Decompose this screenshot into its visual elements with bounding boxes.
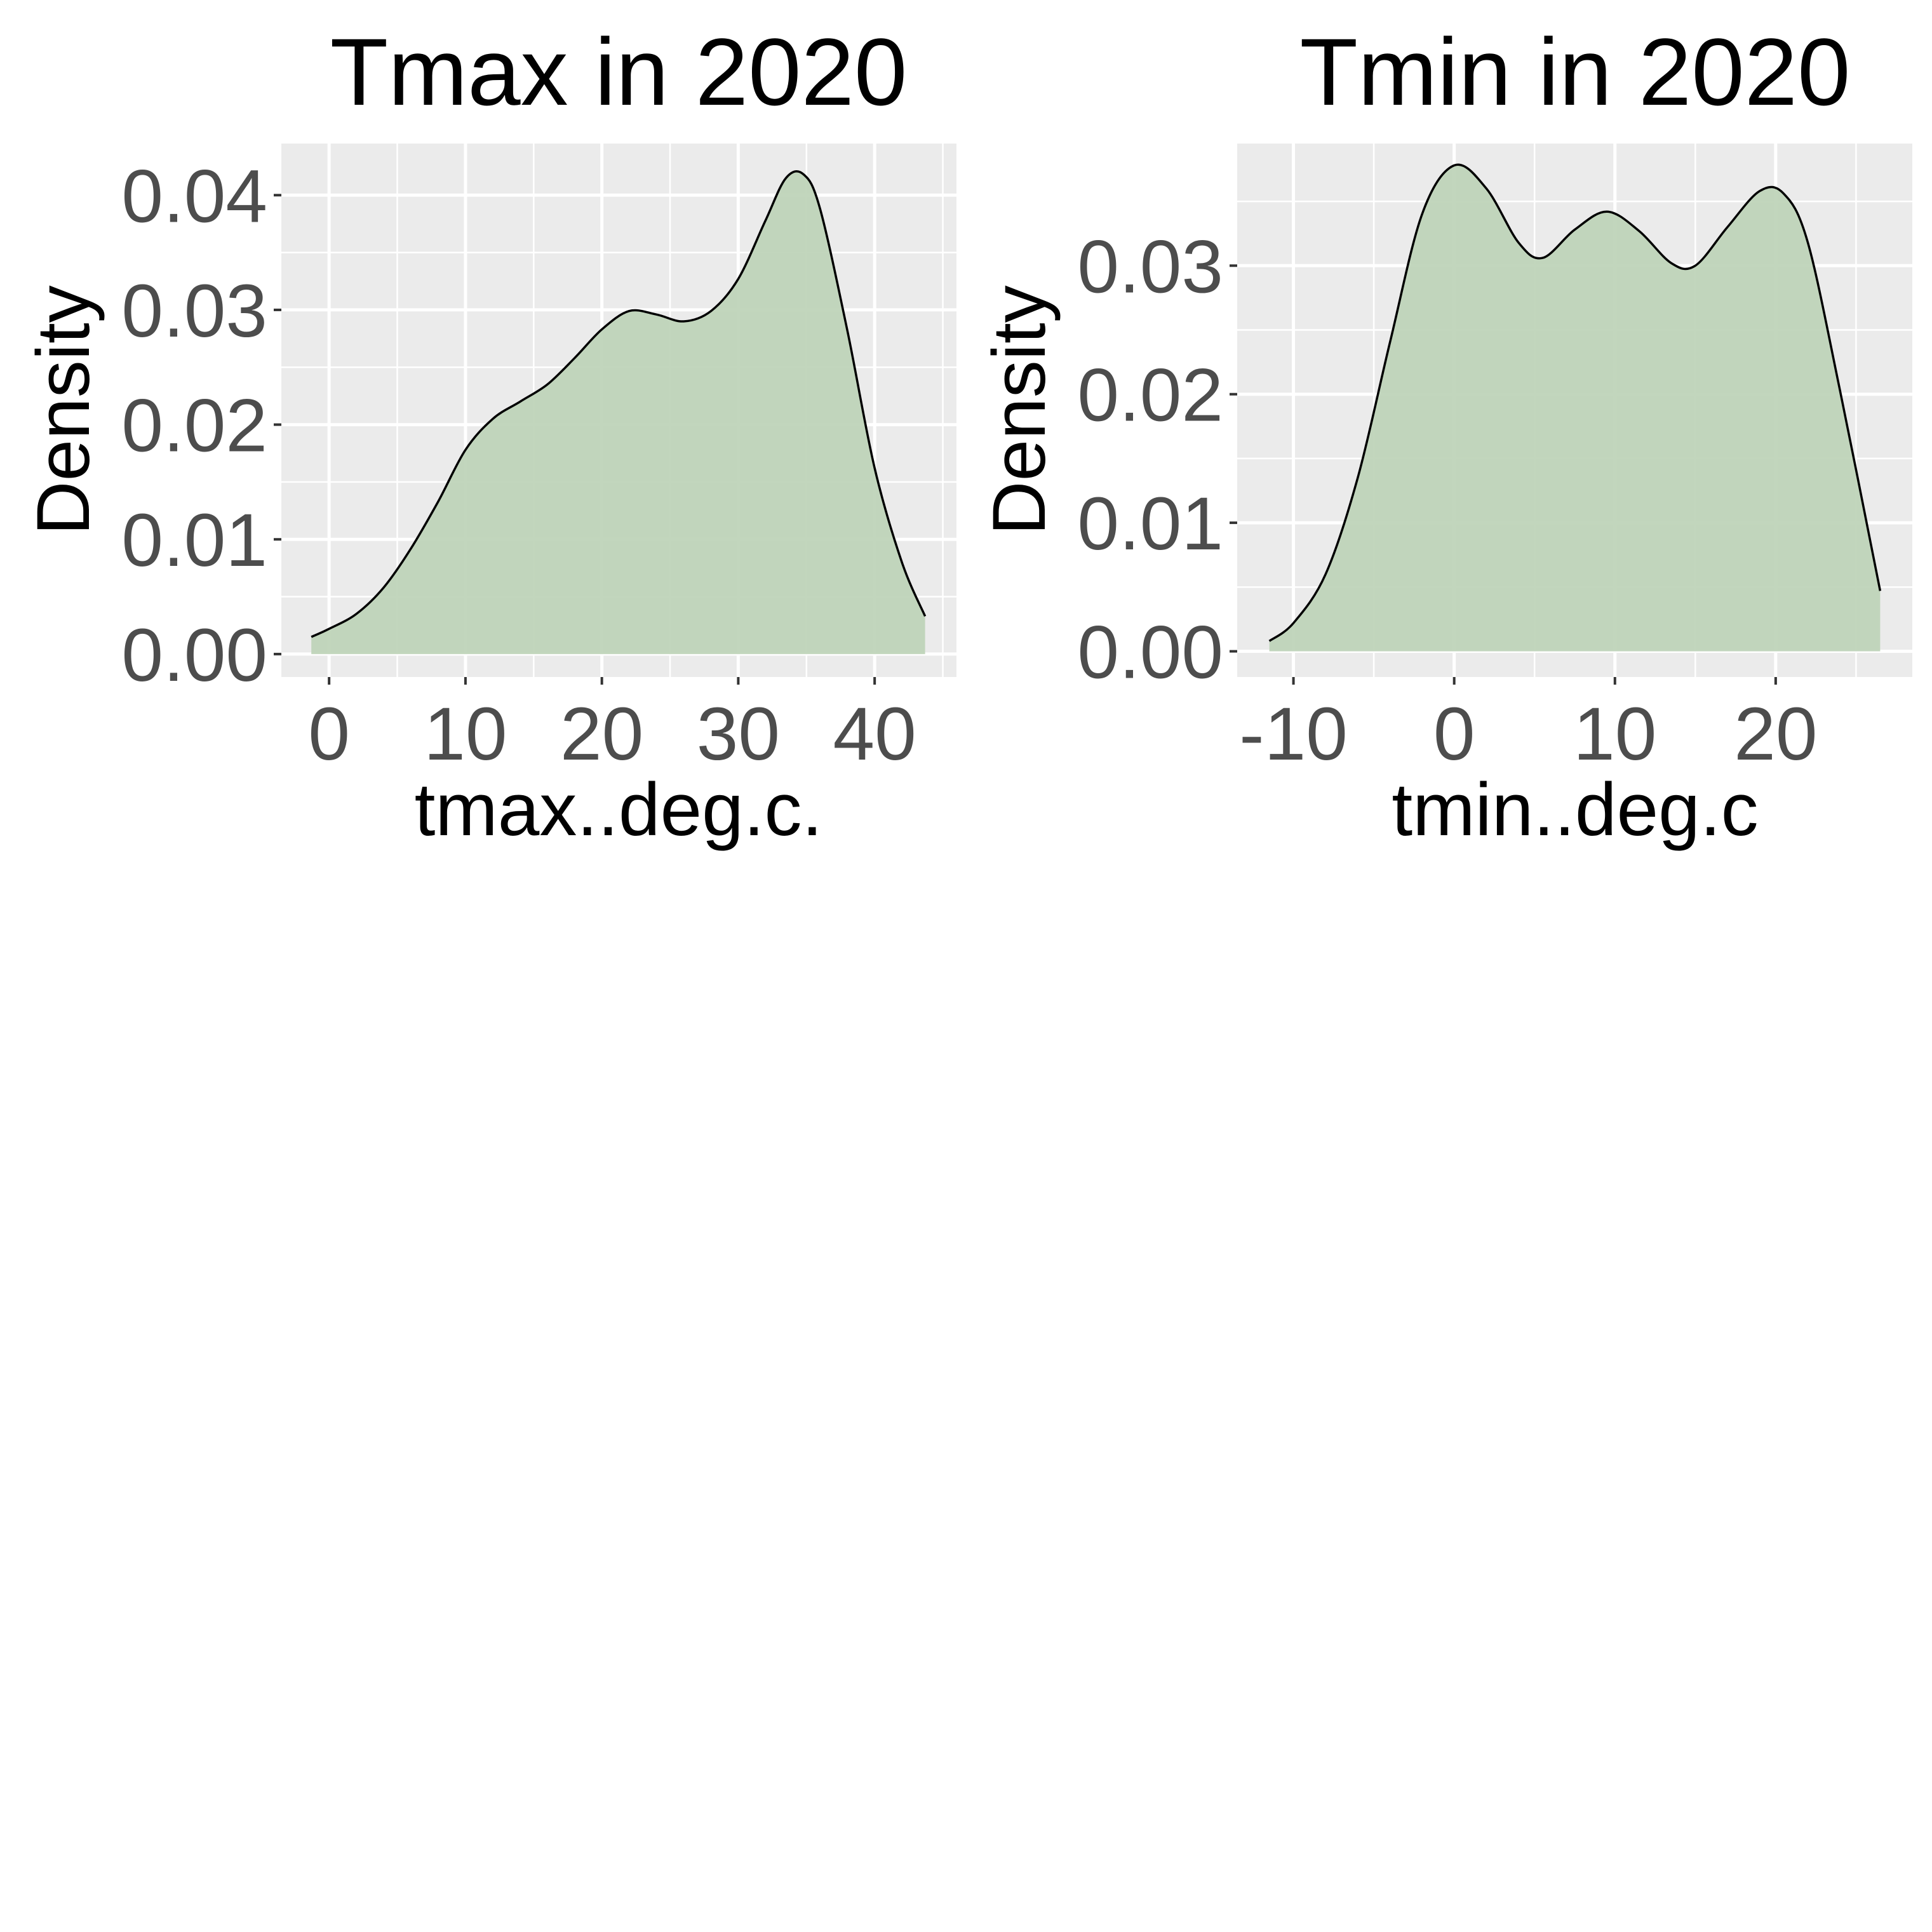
tmin-y-tick-label-0: 0.00 — [1077, 611, 1223, 695]
tmin-chart-title: Tmin in 2020 — [1299, 18, 1850, 125]
tmax-x-tick-label-1: 10 — [424, 692, 507, 776]
tmax-y-tick-label-0: 0.00 — [121, 614, 267, 697]
tmax-y-tick-label-4: 0.04 — [121, 154, 267, 238]
tmin-x-tick-label-0: -10 — [1239, 692, 1348, 776]
tmax-y-tick-label-1: 0.01 — [121, 499, 267, 582]
tmax-chart-title: Tmax in 2020 — [330, 18, 908, 125]
tmax-x-tick-label-2: 20 — [560, 692, 643, 776]
tmax-x-axis-title: tmax..deg.c. — [415, 768, 823, 852]
tmax-y-axis-title: Density — [22, 285, 105, 535]
tmin-x-tick-label-3: 20 — [1734, 692, 1817, 776]
tmax-x-tick-label-3: 30 — [697, 692, 780, 776]
tmin-y-axis-title: Density — [977, 285, 1061, 535]
tmin-x-axis-title: tmin..deg.c — [1392, 768, 1758, 852]
tmin-x-tick-label-2: 10 — [1573, 692, 1656, 776]
tmax-x-tick-label-4: 40 — [833, 692, 916, 776]
tmax-x-tick-label-0: 0 — [308, 692, 350, 776]
tmin-y-tick-label-2: 0.02 — [1077, 354, 1223, 438]
tmin-y-tick-label-3: 0.03 — [1077, 225, 1223, 309]
tmin-x-tick-label-1: 0 — [1433, 692, 1475, 776]
tmax-y-tick-label-2: 0.02 — [121, 384, 267, 468]
tmax-y-tick-label-3: 0.03 — [121, 269, 267, 353]
tmin-y-tick-label-1: 0.01 — [1077, 482, 1223, 566]
